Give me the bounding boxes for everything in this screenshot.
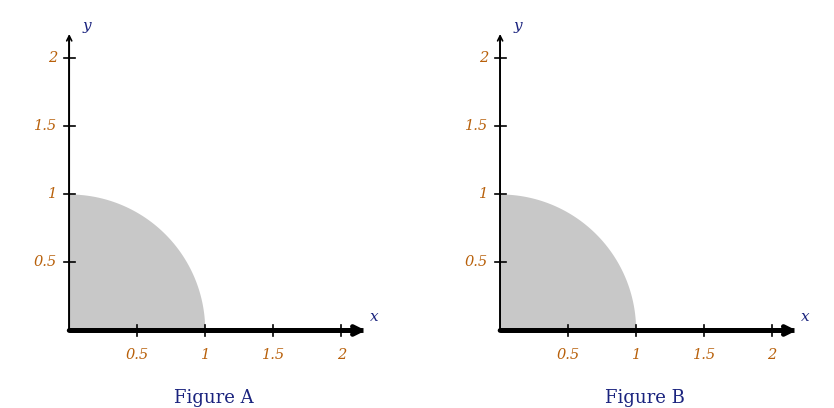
Text: 2: 2 (337, 348, 346, 362)
Text: y: y (83, 19, 92, 33)
Text: 0.5: 0.5 (126, 348, 148, 362)
Text: 1: 1 (48, 188, 57, 202)
Text: 2: 2 (479, 51, 488, 65)
Text: 1.5: 1.5 (692, 348, 716, 362)
Text: 1: 1 (479, 188, 488, 202)
Text: 0.5: 0.5 (556, 348, 580, 362)
Polygon shape (69, 195, 205, 330)
Text: 1.5: 1.5 (465, 120, 488, 133)
Text: y: y (514, 19, 522, 33)
Text: 1.5: 1.5 (34, 120, 57, 133)
Text: 0.5: 0.5 (34, 255, 57, 269)
Text: 1.5: 1.5 (262, 348, 284, 362)
Polygon shape (500, 195, 636, 330)
Text: 2: 2 (48, 51, 57, 65)
Text: Figure B: Figure B (605, 389, 685, 407)
Text: x: x (369, 310, 379, 324)
Text: 1: 1 (631, 348, 641, 362)
Text: 1: 1 (201, 348, 210, 362)
Text: 0.5: 0.5 (465, 255, 488, 269)
Text: Figure A: Figure A (174, 389, 254, 407)
Text: x: x (801, 310, 809, 324)
Text: 2: 2 (767, 348, 776, 362)
